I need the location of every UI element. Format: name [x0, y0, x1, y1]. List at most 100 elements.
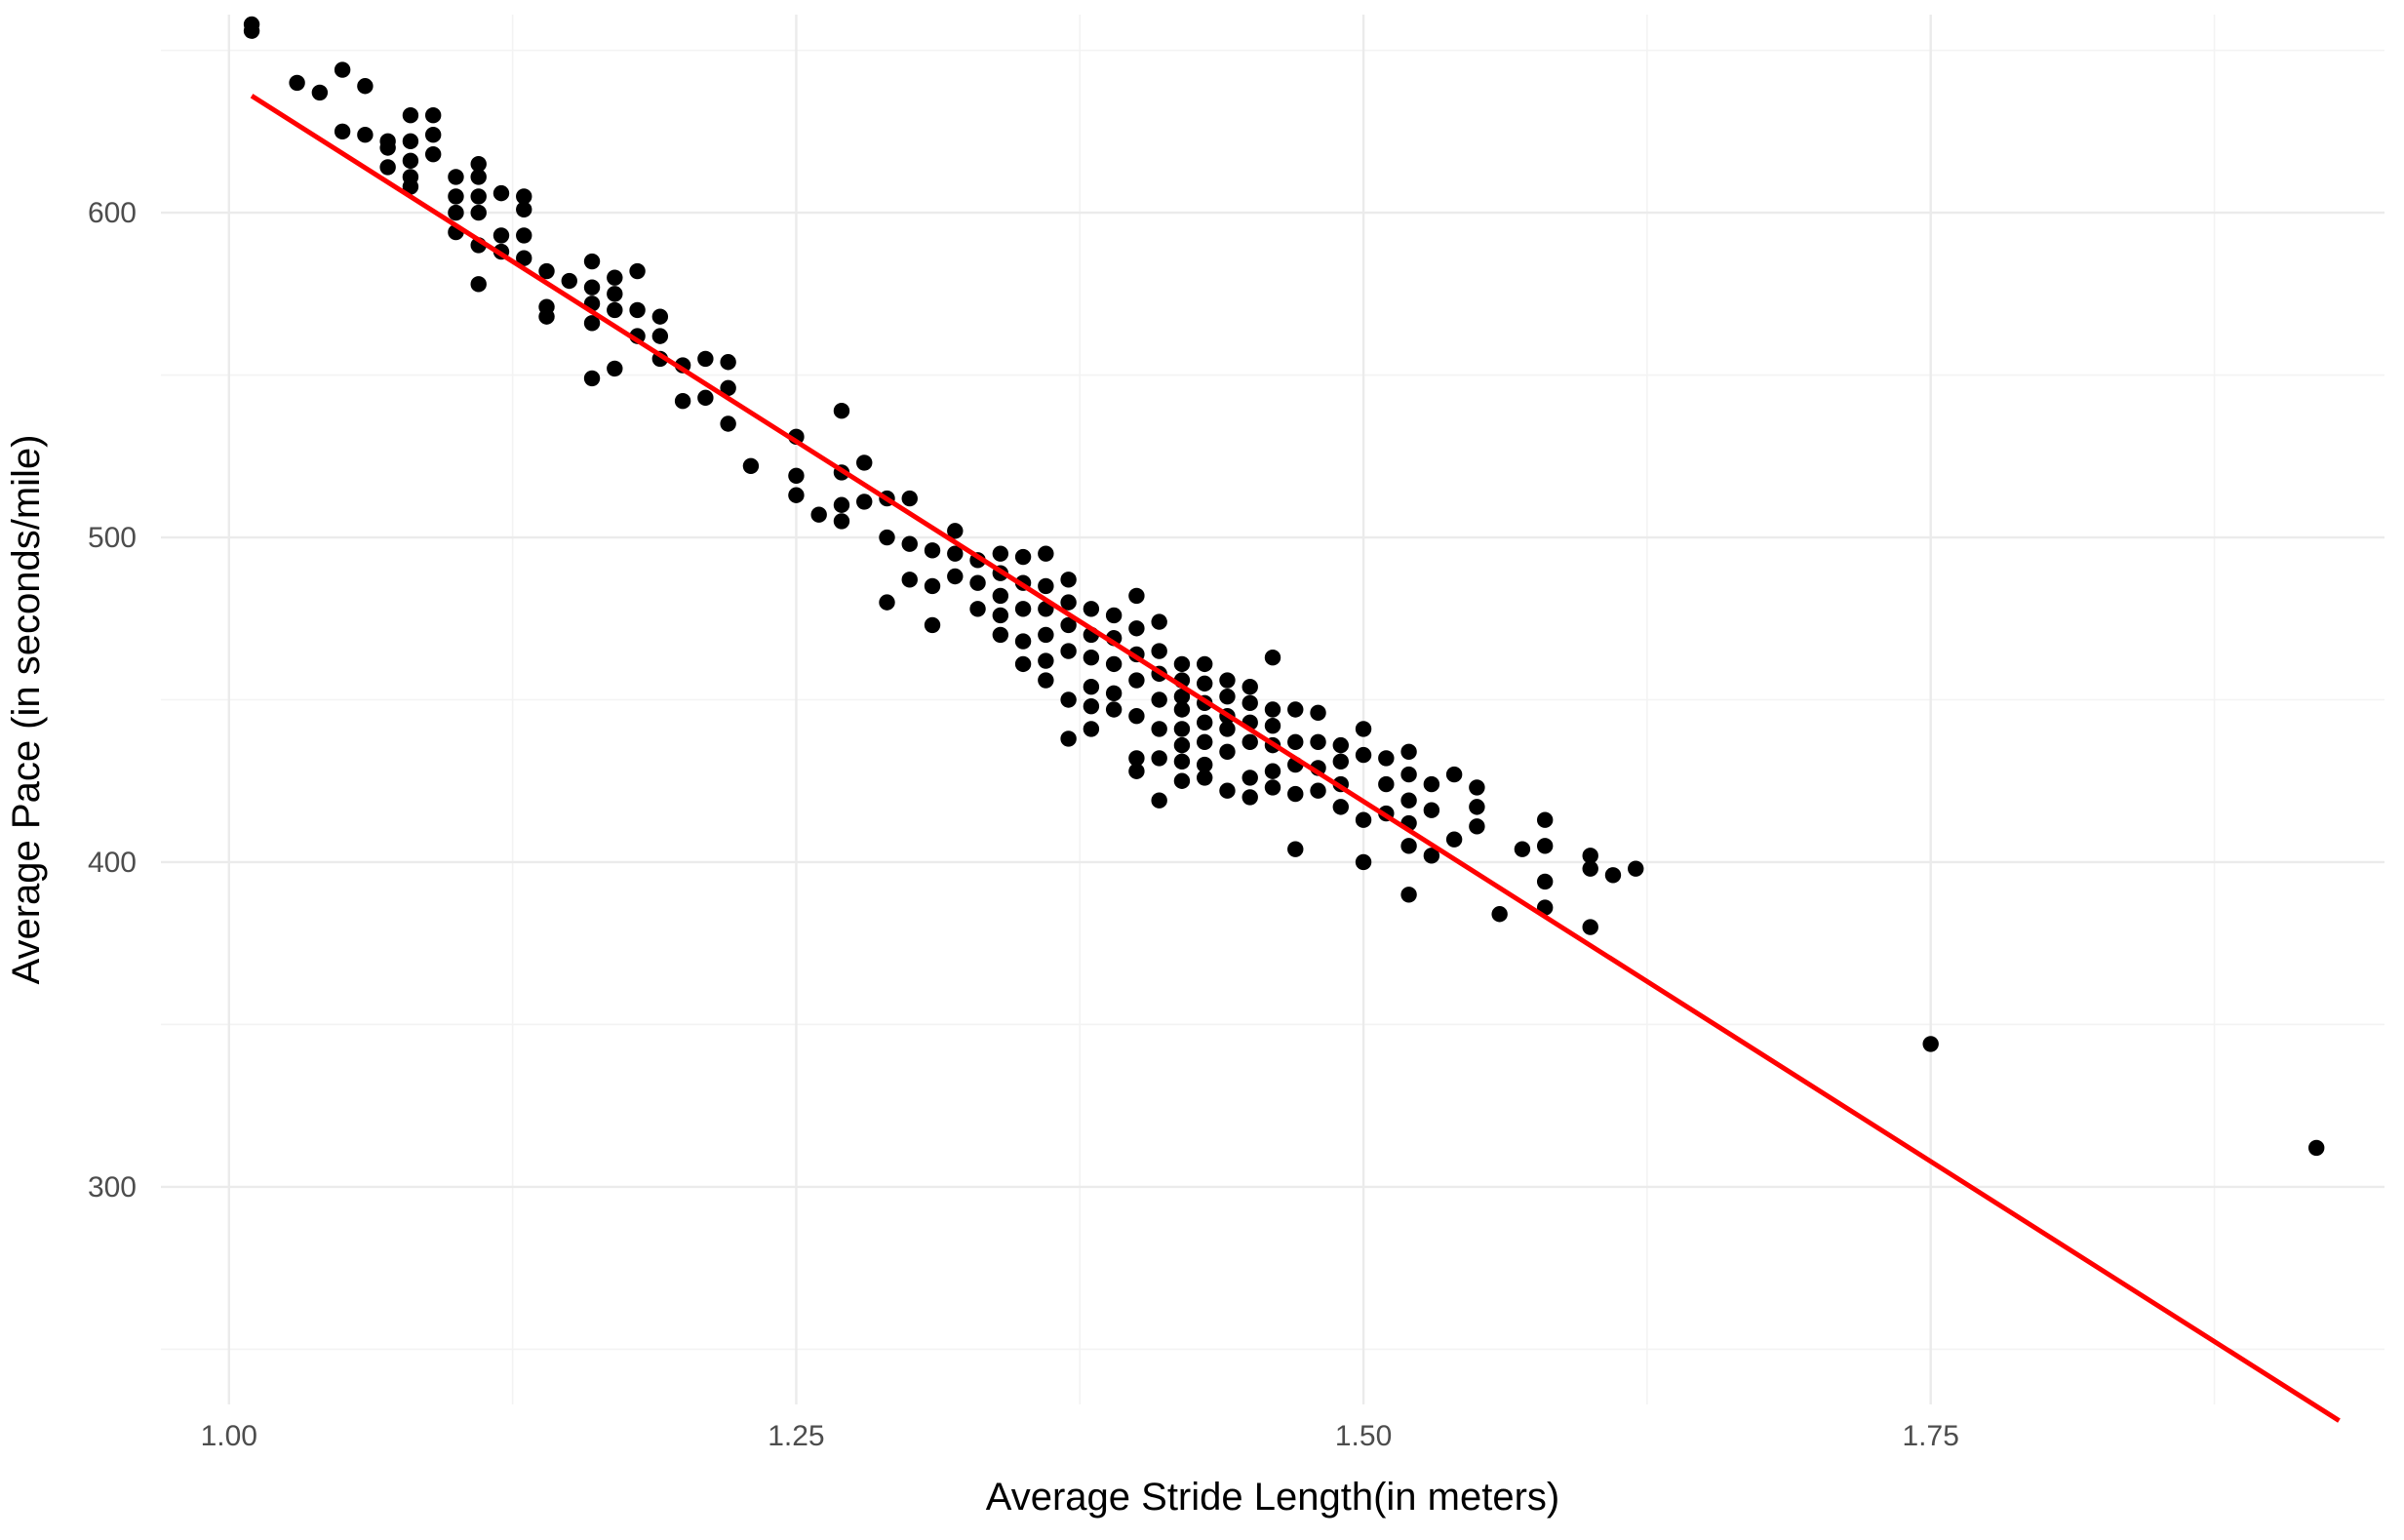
data-point: [1628, 860, 1644, 877]
data-point: [1469, 779, 1485, 796]
data-point: [901, 572, 918, 588]
data-point: [1038, 626, 1054, 644]
data-point: [810, 506, 827, 523]
data-point: [1128, 750, 1145, 767]
data-point: [1922, 1036, 1939, 1052]
data-point: [651, 328, 669, 344]
data-point: [448, 204, 464, 221]
data-point: [1219, 672, 1236, 689]
data-point: [1197, 770, 1213, 786]
data-point: [402, 107, 419, 124]
x-axis-title: Average Stride Length(in meters): [986, 1476, 1559, 1519]
data-point: [1173, 701, 1191, 718]
minor-gridlines: [161, 15, 2384, 1404]
data-point: [1014, 633, 1032, 650]
data-point: [947, 568, 964, 585]
data-point: [1332, 799, 1349, 815]
data-point: [1083, 697, 1100, 715]
data-point: [470, 169, 487, 185]
data-point: [1060, 572, 1077, 588]
x-tick-label: 1.50: [1335, 1420, 1392, 1452]
data-point: [1151, 721, 1167, 737]
data-point: [788, 487, 805, 503]
data-point: [1197, 756, 1213, 773]
data-point: [1197, 675, 1213, 692]
data-point: [1469, 799, 1485, 815]
data-point: [1173, 688, 1191, 705]
data-point: [1287, 733, 1304, 750]
data-point: [992, 587, 1009, 605]
data-point: [516, 188, 532, 205]
data-point: [402, 178, 419, 195]
data-point: [1060, 731, 1077, 747]
data-point: [992, 626, 1009, 644]
data-point: [1219, 688, 1236, 705]
y-axis-title: Average Pace (in seconds/mile): [5, 435, 48, 985]
data-point: [583, 253, 601, 270]
data-point: [1128, 707, 1145, 725]
data-point: [1241, 694, 1258, 712]
data-point: [1151, 792, 1167, 809]
data-point: [1128, 620, 1145, 637]
data-point: [1219, 782, 1236, 799]
data-point: [1173, 736, 1191, 754]
data-point: [1173, 753, 1191, 770]
data-point: [311, 84, 329, 101]
data-point: [1355, 746, 1372, 764]
data-point: [1060, 691, 1077, 708]
data-point: [516, 250, 532, 266]
data-point: [1355, 721, 1372, 737]
data-point: [470, 204, 487, 221]
data-point: [1038, 545, 1054, 562]
data-point: [1400, 887, 1417, 903]
data-point: [901, 535, 918, 552]
data-point: [1060, 594, 1077, 611]
data-point: [1287, 701, 1304, 718]
data-point: [1083, 601, 1100, 617]
data-point: [1083, 650, 1100, 666]
data-point: [651, 308, 669, 325]
data-point: [1241, 733, 1258, 750]
data-point: [901, 490, 918, 507]
data-point: [493, 227, 510, 244]
data-point: [720, 354, 736, 371]
data-point: [1219, 721, 1236, 737]
data-point: [1241, 789, 1258, 806]
data-point: [607, 301, 623, 319]
data-point: [1423, 802, 1440, 818]
data-point: [1445, 831, 1463, 848]
y-tick-label: 600: [88, 197, 137, 229]
data-point: [1038, 577, 1054, 595]
data-point: [1423, 775, 1440, 793]
data-point: [742, 457, 760, 474]
data-point: [379, 139, 396, 156]
data-point: [1014, 655, 1032, 673]
data-point: [424, 126, 442, 143]
data-point: [1264, 650, 1281, 666]
x-axis-tick-labels: 1.00 1.25 1.50 1.75: [201, 1420, 1959, 1452]
data-point: [629, 262, 646, 280]
data-point: [1378, 775, 1395, 793]
data-point: [1083, 721, 1100, 737]
data-point: [334, 123, 351, 140]
regression-line: [250, 94, 2341, 1423]
data-point: [448, 188, 464, 205]
data-point: [969, 601, 986, 617]
data-point: [1582, 919, 1598, 935]
data-point: [424, 107, 442, 124]
x-tick-label: 1.25: [768, 1420, 824, 1452]
y-axis-tick-labels: 300 400 500 600: [88, 197, 137, 1204]
data-point: [1445, 766, 1463, 783]
data-point: [402, 133, 419, 150]
data-point: [1151, 643, 1167, 659]
data-point: [879, 529, 895, 546]
data-point: [357, 126, 374, 143]
data-point: [833, 496, 850, 513]
data-point: [538, 262, 555, 280]
data-point: [1310, 733, 1326, 750]
data-point: [674, 393, 691, 410]
data-point: [788, 467, 805, 484]
data-point: [1264, 717, 1281, 734]
data-point: [1014, 548, 1032, 566]
data-point: [583, 315, 601, 332]
